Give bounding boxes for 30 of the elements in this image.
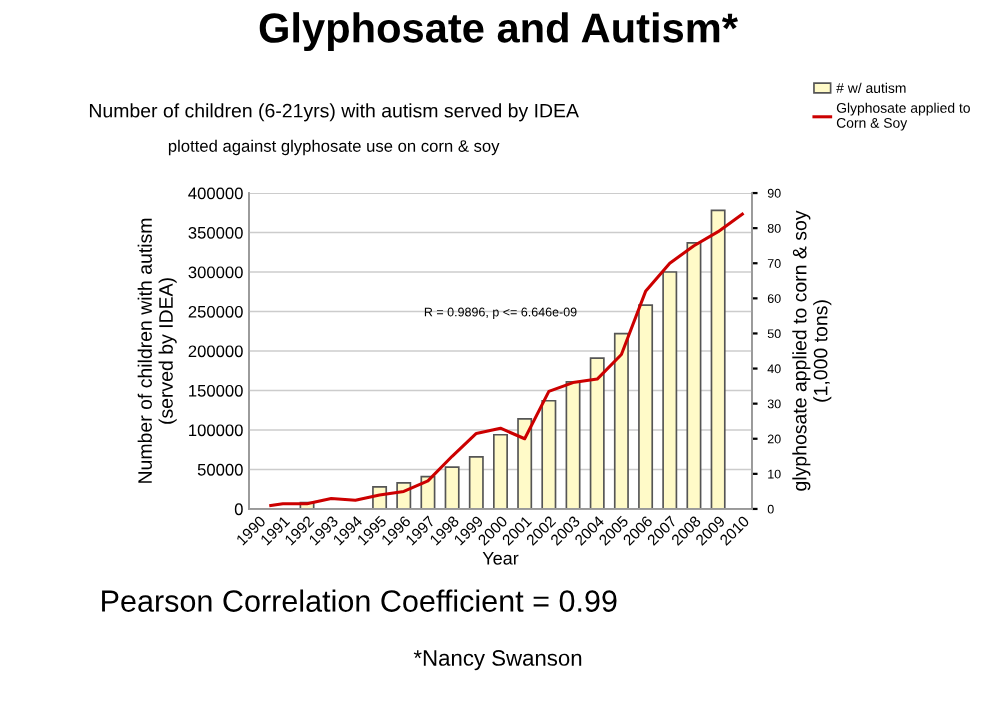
- chart-title: Glyphosate and Autism*: [259, 12, 738, 52]
- y-tick-label: 0: [234, 503, 243, 516]
- y-tick-label: 250000: [188, 305, 243, 318]
- y-tick-label: 300000: [188, 266, 243, 279]
- bar: [589, 357, 605, 509]
- y-tick-label: 150000: [189, 384, 243, 397]
- bar: [493, 433, 508, 509]
- y-tick-label: 200000: [188, 345, 243, 358]
- bar: [686, 241, 702, 509]
- y-tick-label: 50000: [197, 463, 243, 476]
- bar: [444, 466, 460, 509]
- bar: [468, 455, 484, 509]
- text: plotted against glyphosate use on corn & soy: [168, 139, 500, 156]
- bar: [613, 332, 629, 509]
- y-tick-label: 350000: [188, 226, 243, 239]
- y2-axis-title: glyphosate applied to corn & soy (1,000 tons): [792, 210, 832, 491]
- bar: [517, 418, 533, 509]
- bar: [662, 271, 678, 509]
- text: *Nancy Swanson: [413, 650, 582, 671]
- y-tick-label: 100000: [189, 424, 243, 437]
- text: Pearson Correlation Coefficient = 0.99: [102, 589, 617, 612]
- bar: [565, 380, 581, 509]
- line-series: [269, 212, 744, 507]
- bar: [638, 304, 654, 509]
- y-axis-title: Number of children with autism (served by IDEA): [137, 218, 177, 483]
- y-tick-label: 400000: [188, 187, 243, 200]
- x-axis-title: Year: [482, 552, 519, 565]
- chart-subtitle: Number of children (6-21yrs) with autism served by IDEA: [89, 103, 579, 122]
- bar: [541, 399, 557, 509]
- bar: [710, 209, 726, 509]
